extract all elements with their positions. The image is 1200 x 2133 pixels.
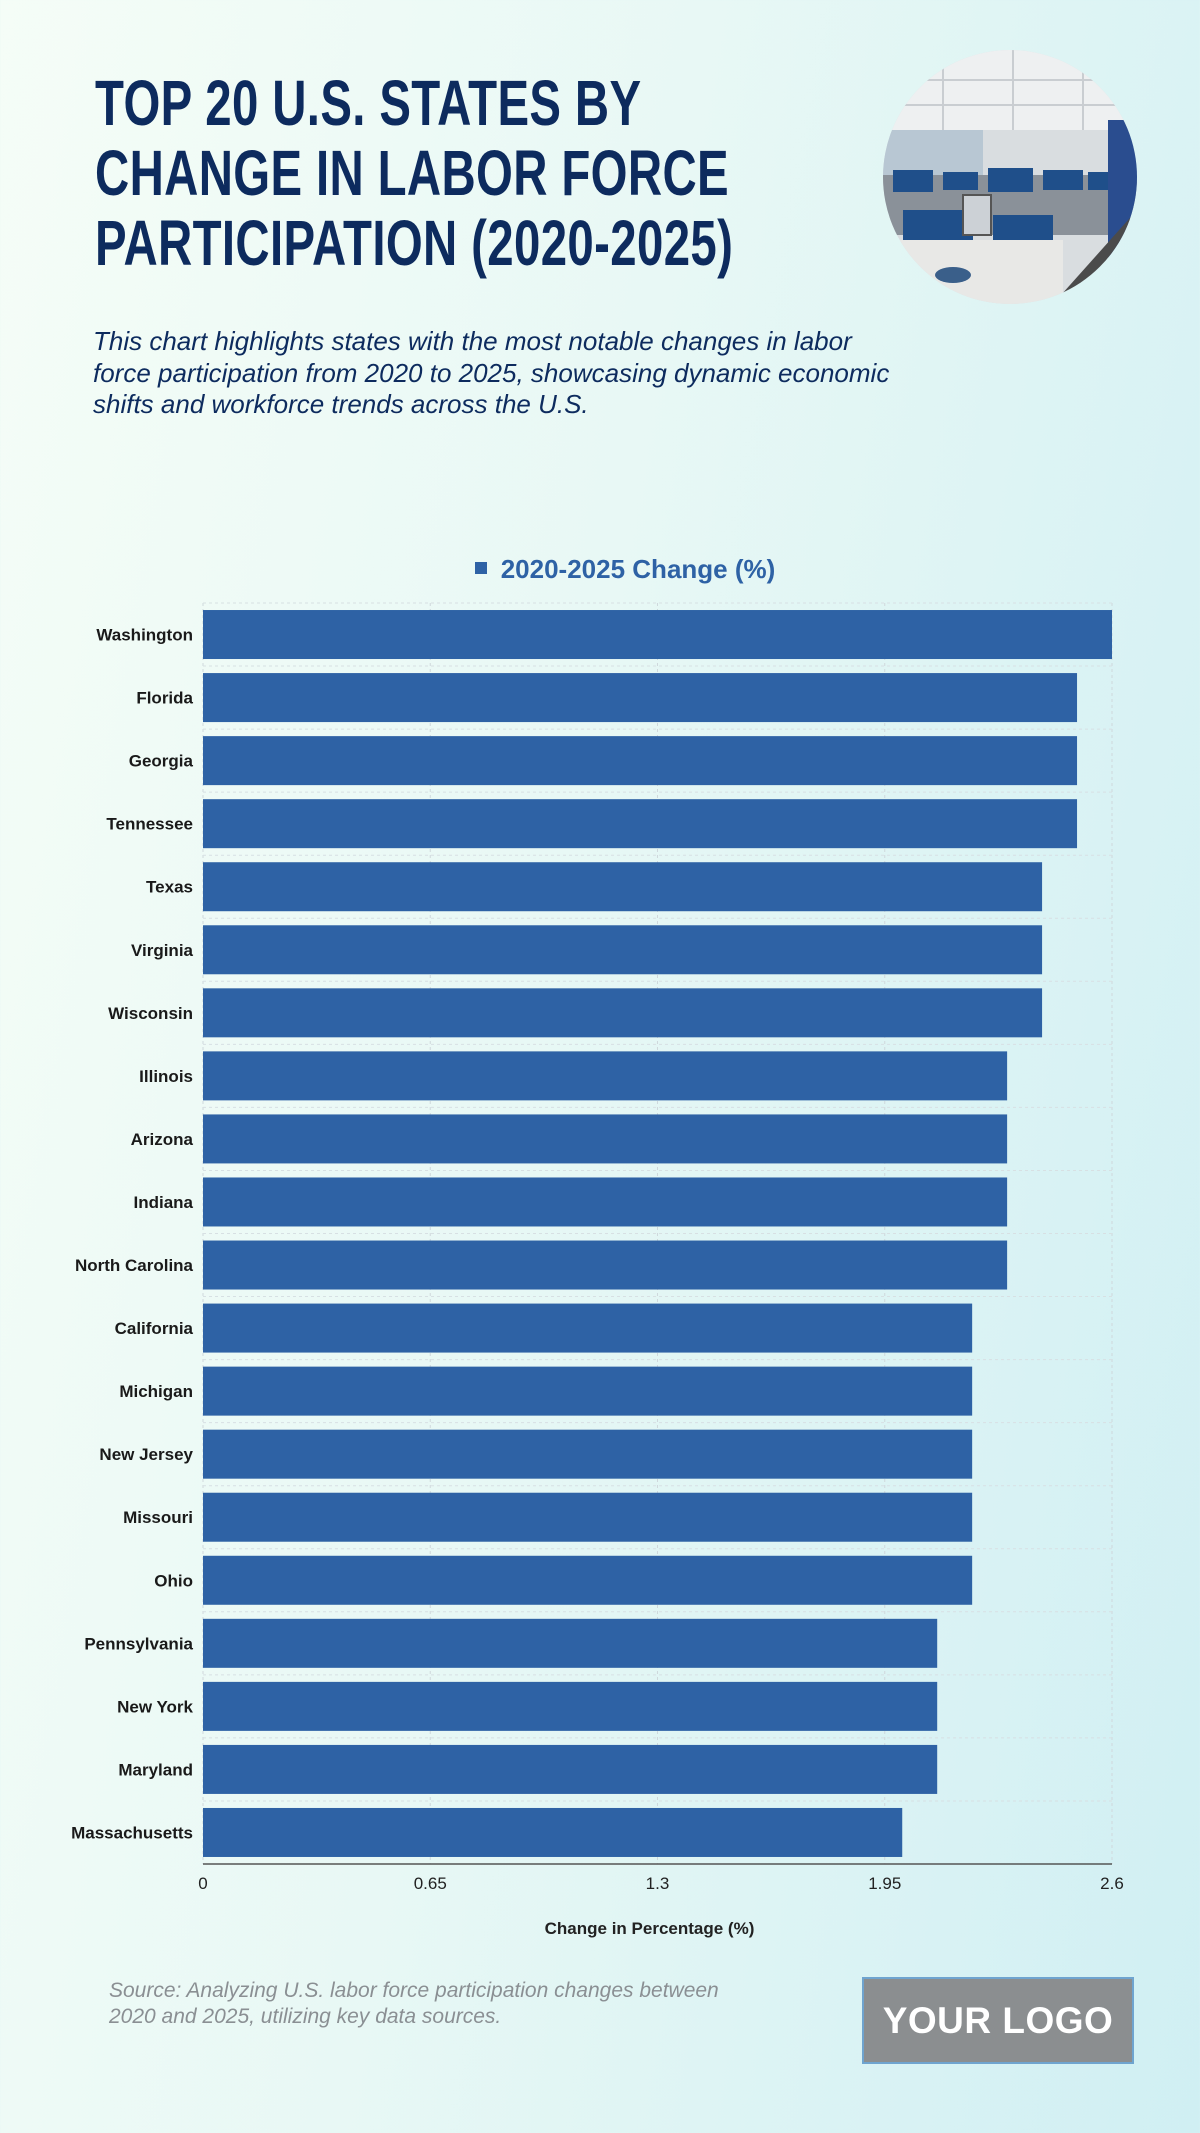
y-tick-label: New York: [117, 1697, 193, 1716]
bar: [203, 1303, 973, 1353]
title-line: CHANGE IN LABOR FORCE: [95, 137, 729, 209]
y-tick-label: Texas: [146, 878, 193, 897]
bar: [203, 1492, 973, 1542]
source-note: Source: Analyzing U.S. labor force parti…: [109, 1979, 719, 2028]
bar: [203, 736, 1078, 786]
bar: [203, 610, 1112, 660]
bar: [203, 1366, 973, 1416]
bar-chart: 0 0.65 1.3 1.95 2.6 Washington Florida Georgia T…: [71, 602, 1124, 1938]
y-tick-label: North Carolina: [75, 1256, 194, 1275]
bar: [203, 1114, 1008, 1164]
bar: [203, 862, 1043, 912]
y-tick-label: Arizona: [131, 1130, 194, 1149]
page-title: TOP 20 U.S. STATES BY CHANGE IN LABOR FO…: [95, 68, 761, 278]
x-tick-label: 1.3: [646, 1874, 670, 1893]
x-tick-label: 2.6: [1100, 1874, 1124, 1893]
y-tick-label: Missouri: [123, 1508, 193, 1527]
y-tick-label: Indiana: [133, 1193, 193, 1212]
bar: [203, 1051, 1008, 1101]
y-tick-label: Florida: [136, 689, 193, 708]
logo-placeholder: YOUR LOGO: [862, 1977, 1134, 2064]
bar: [203, 1744, 938, 1794]
y-tick-label: Ohio: [154, 1571, 193, 1590]
y-tick-label: California: [115, 1319, 194, 1338]
legend-label: 2020-2025 Change (%): [500, 554, 776, 584]
bar: [203, 1807, 903, 1857]
title-line: TOP 20 U.S. STATES BY: [95, 67, 642, 139]
y-tick-label: Virginia: [131, 941, 194, 960]
y-tick-label: Georgia: [129, 752, 194, 771]
bar: [203, 799, 1078, 849]
bar: [203, 1429, 973, 1479]
bar: [203, 988, 1043, 1038]
bar: [203, 1177, 1008, 1227]
bar: [203, 925, 1043, 975]
y-tick-label: Pennsylvania: [84, 1634, 193, 1653]
y-tick-label: Massachusetts: [71, 1823, 193, 1842]
y-tick-label: Michigan: [119, 1382, 193, 1401]
bar: [203, 1681, 938, 1731]
x-axis-title: Change in Percentage (%): [545, 1919, 755, 1938]
y-tick-label: Maryland: [118, 1760, 193, 1779]
legend-swatch: [474, 562, 487, 575]
x-tick-label: 0: [198, 1874, 207, 1893]
chart-subtitle: This chart highlights states with the mo…: [93, 326, 890, 419]
y-tick-label: Tennessee: [106, 815, 193, 834]
bar: [203, 673, 1078, 723]
y-tick-label: Illinois: [139, 1067, 193, 1086]
bar: [203, 1618, 938, 1668]
chart-legend: 2020-2025 Change (%): [0, 554, 1200, 585]
x-tick-label: 0.65: [414, 1874, 447, 1893]
bar: [203, 1555, 973, 1605]
x-tick-label: 1.95: [868, 1874, 901, 1893]
y-tick-label: New Jersey: [99, 1445, 193, 1464]
y-tick-label: Washington: [96, 626, 193, 645]
y-tick-label: Wisconsin: [108, 1004, 193, 1023]
title-line: PARTICIPATION (2020-2025): [95, 207, 734, 279]
bar: [203, 1240, 1008, 1290]
